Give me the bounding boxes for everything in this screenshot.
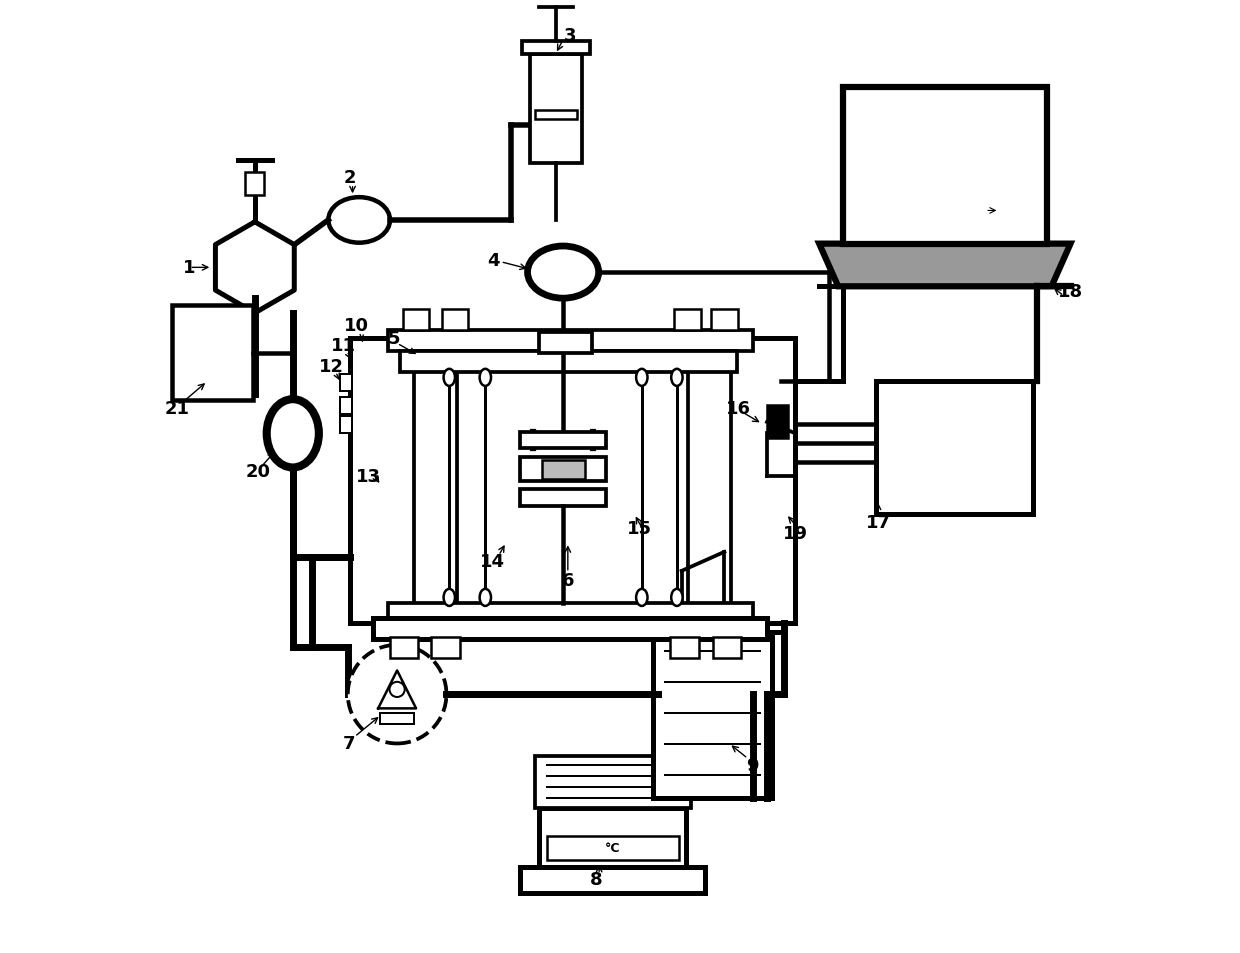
Text: 4: 4 xyxy=(487,252,500,270)
Bar xyxy=(340,416,352,434)
Text: 21: 21 xyxy=(165,399,190,417)
Text: 2: 2 xyxy=(343,169,356,187)
Ellipse shape xyxy=(444,589,455,606)
Bar xyxy=(539,333,591,354)
Bar xyxy=(711,310,738,331)
Text: 7: 7 xyxy=(342,735,355,753)
Bar xyxy=(843,88,1047,244)
Bar xyxy=(521,490,606,507)
Bar xyxy=(675,310,701,331)
Bar xyxy=(713,638,742,659)
Text: 16: 16 xyxy=(727,399,751,417)
Bar xyxy=(340,375,352,392)
Bar xyxy=(521,457,606,481)
Bar xyxy=(534,756,691,808)
Text: 11: 11 xyxy=(331,336,356,355)
Polygon shape xyxy=(820,244,1070,287)
Bar xyxy=(522,42,590,55)
Ellipse shape xyxy=(444,370,455,387)
Text: 13: 13 xyxy=(356,468,381,485)
Bar xyxy=(521,867,706,893)
Bar xyxy=(388,331,753,352)
Bar xyxy=(547,837,678,861)
Circle shape xyxy=(347,645,446,743)
Ellipse shape xyxy=(671,589,682,606)
Text: 6: 6 xyxy=(562,572,574,590)
Bar xyxy=(340,397,352,415)
Text: 8: 8 xyxy=(590,870,603,888)
Bar xyxy=(542,460,585,479)
Text: °C: °C xyxy=(605,841,621,855)
Text: 5: 5 xyxy=(388,330,401,348)
Ellipse shape xyxy=(527,247,599,299)
Bar xyxy=(653,633,771,799)
Text: 9: 9 xyxy=(746,757,759,775)
Bar xyxy=(373,618,768,639)
Bar xyxy=(441,310,469,331)
Text: 1: 1 xyxy=(184,259,196,277)
Bar xyxy=(388,603,753,620)
Polygon shape xyxy=(216,223,294,314)
Bar xyxy=(403,310,429,331)
Bar xyxy=(671,638,698,659)
Ellipse shape xyxy=(480,370,491,387)
Bar xyxy=(529,55,582,164)
Text: 14: 14 xyxy=(480,553,505,571)
Text: 15: 15 xyxy=(626,519,651,537)
Bar xyxy=(379,714,414,724)
Bar xyxy=(521,433,606,448)
Text: 18: 18 xyxy=(1058,283,1083,301)
Bar xyxy=(432,638,460,659)
Ellipse shape xyxy=(329,198,391,243)
Circle shape xyxy=(389,682,404,698)
Ellipse shape xyxy=(636,589,647,606)
Bar xyxy=(172,306,253,400)
Text: 3: 3 xyxy=(563,27,577,45)
Ellipse shape xyxy=(671,370,682,387)
Ellipse shape xyxy=(480,589,491,606)
Text: 17: 17 xyxy=(866,513,890,531)
Bar xyxy=(389,638,418,659)
Text: 12: 12 xyxy=(319,357,345,375)
Bar xyxy=(246,172,264,196)
Bar xyxy=(534,111,578,120)
Ellipse shape xyxy=(636,370,647,387)
Bar xyxy=(768,405,787,438)
Text: 19: 19 xyxy=(782,524,808,542)
Text: 20: 20 xyxy=(246,463,270,480)
Bar xyxy=(401,352,737,373)
Text: 10: 10 xyxy=(343,316,368,335)
Bar xyxy=(350,339,796,623)
Bar xyxy=(877,382,1033,515)
Bar xyxy=(539,808,687,870)
Ellipse shape xyxy=(267,399,319,468)
